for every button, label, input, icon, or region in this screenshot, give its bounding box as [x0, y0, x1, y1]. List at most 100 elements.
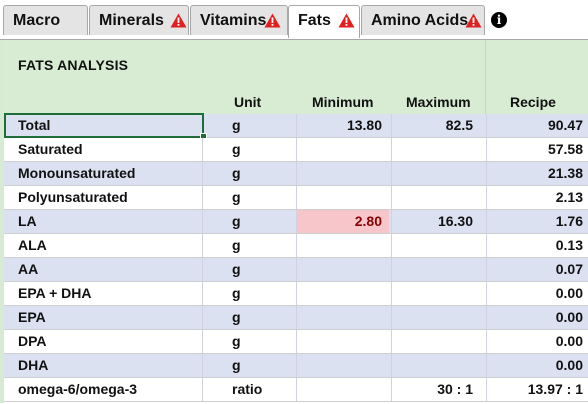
unit-cell-border — [202, 354, 296, 377]
unit-cell-border — [202, 258, 296, 281]
table-row: AA g 0.07 — [4, 258, 588, 282]
column-header-maximum: Maximum — [406, 94, 471, 110]
unit-cell[interactable]: g — [232, 165, 241, 181]
unit-cell[interactable]: g — [232, 261, 241, 277]
recipe-cell[interactable]: 13.97 : 1 — [486, 378, 583, 401]
recipe-cell[interactable]: 90.47 — [486, 114, 583, 137]
column-header-minimum: Minimum — [312, 94, 374, 110]
maximum-cell[interactable] — [391, 330, 486, 353]
recipe-cell[interactable]: 0.07 — [486, 258, 583, 281]
tab-amino-acids[interactable]: Amino Acids — [361, 5, 485, 35]
tab-label: Fats — [298, 12, 331, 29]
warning-icon — [465, 13, 482, 28]
recipe-cell[interactable]: 1.76 — [486, 210, 583, 233]
unit-cell-border — [202, 282, 296, 305]
nutrient-name-cell[interactable]: LA — [18, 213, 37, 229]
maximum-cell[interactable]: 30 : 1 — [391, 378, 486, 401]
tab-vitamins[interactable]: Vitamins — [190, 5, 288, 35]
maximum-cell[interactable] — [391, 306, 486, 329]
maximum-cell[interactable]: 16.30 — [391, 210, 486, 233]
table-row: ALA g 0.13 — [4, 234, 588, 258]
warning-icon — [338, 13, 355, 28]
tab-minerals[interactable]: Minerals — [89, 5, 189, 35]
unit-cell[interactable]: g — [232, 357, 241, 373]
unit-cell[interactable]: g — [232, 189, 241, 205]
unit-cell-border — [202, 306, 296, 329]
maximum-cell[interactable]: 82.5 — [391, 114, 486, 137]
nutrient-name-cell[interactable]: omega-6/omega-3 — [18, 381, 138, 397]
nutrient-name-cell[interactable]: ALA — [18, 237, 47, 253]
minimum-cell[interactable]: 2.80 — [296, 210, 389, 233]
nutrient-name-cell[interactable]: Total — [18, 117, 51, 133]
unit-cell[interactable]: g — [232, 333, 241, 349]
recipe-cell[interactable]: 0.00 — [486, 282, 583, 305]
fats-analysis-panel: FATS ANALYSIS Unit Minimum Maximum Recip… — [0, 39, 588, 404]
table-row: LA g 2.80 16.30 1.76 — [4, 210, 588, 234]
info-icon[interactable]: i — [491, 12, 507, 28]
nutrient-name-cell[interactable]: DPA — [18, 333, 47, 349]
minimum-cell[interactable] — [296, 258, 389, 281]
recipe-cell[interactable]: 0.00 — [486, 330, 583, 353]
tab-strip: Macro Minerals Vitamins Fats Amino Acids — [0, 0, 588, 40]
table-row: Total g 13.80 82.5 90.47 — [4, 113, 588, 140]
table-row: Monounsaturated g 21.38 — [4, 162, 588, 186]
table-row: Saturated g 57.58 — [4, 138, 588, 162]
maximum-cell[interactable] — [391, 138, 486, 161]
nutrient-name-cell[interactable]: AA — [18, 261, 39, 277]
maximum-cell[interactable] — [391, 258, 486, 281]
warning-icon — [264, 13, 281, 28]
nutrient-name-cell[interactable]: EPA — [18, 309, 46, 325]
nutrient-name-cell[interactable]: Polyunsaturated — [18, 189, 128, 205]
maximum-cell[interactable] — [391, 162, 486, 185]
minimum-cell[interactable] — [296, 354, 389, 377]
minimum-cell[interactable] — [296, 138, 389, 161]
unit-cell-border — [202, 378, 296, 401]
table-row: DHA g 0.00 — [4, 354, 588, 378]
column-header-recipe: Recipe — [510, 94, 556, 110]
recipe-cell[interactable]: 0.00 — [486, 306, 583, 329]
table-row: Polyunsaturated g 2.13 — [4, 186, 588, 210]
unit-cell-border — [202, 234, 296, 257]
column-divider — [485, 40, 486, 114]
column-header-unit: Unit — [234, 94, 262, 110]
nutrient-name-cell[interactable]: Monounsaturated — [18, 165, 136, 181]
unit-cell[interactable]: g — [232, 309, 241, 325]
unit-cell[interactable]: g — [232, 237, 241, 253]
unit-cell-border — [202, 210, 296, 233]
maximum-cell[interactable] — [391, 282, 486, 305]
recipe-cell[interactable]: 57.58 — [486, 138, 583, 161]
maximum-cell[interactable] — [391, 354, 486, 377]
recipe-cell[interactable]: 2.13 — [486, 186, 583, 209]
minimum-cell[interactable] — [296, 282, 389, 305]
tab-macro[interactable]: Macro — [3, 5, 88, 35]
unit-cell[interactable]: g — [232, 285, 241, 301]
minimum-cell[interactable] — [296, 186, 389, 209]
tab-label: Vitamins — [200, 12, 267, 29]
minimum-cell[interactable] — [296, 378, 389, 401]
minimum-cell[interactable] — [296, 306, 389, 329]
unit-cell[interactable]: ratio — [232, 381, 263, 397]
tab-fats[interactable]: Fats — [288, 5, 360, 38]
tab-label: Amino Acids — [371, 12, 469, 29]
nutrient-name-cell[interactable]: Saturated — [18, 141, 83, 157]
minimum-cell[interactable] — [296, 162, 389, 185]
unit-cell[interactable]: g — [232, 117, 241, 133]
nutrient-name-cell[interactable]: DHA — [18, 357, 49, 373]
table-header: FATS ANALYSIS Unit Minimum Maximum Recip… — [4, 40, 588, 114]
unit-cell-border — [202, 186, 296, 209]
minimum-cell[interactable]: 13.80 — [296, 114, 389, 137]
recipe-cell[interactable]: 21.38 — [486, 162, 583, 185]
tab-label: Minerals — [99, 12, 164, 29]
unit-cell[interactable]: g — [232, 213, 241, 229]
minimum-cell[interactable] — [296, 330, 389, 353]
minimum-cell[interactable] — [296, 234, 389, 257]
maximum-cell[interactable] — [391, 234, 486, 257]
nutrient-name-cell[interactable]: EPA + DHA — [18, 285, 92, 301]
table-row: EPA + DHA g 0.00 — [4, 282, 588, 306]
unit-cell[interactable]: g — [232, 141, 241, 157]
table-row: DPA g 0.00 — [4, 330, 588, 354]
recipe-cell[interactable]: 0.00 — [486, 354, 583, 377]
table-row: EPA g 0.00 — [4, 306, 588, 330]
maximum-cell[interactable] — [391, 186, 486, 209]
recipe-cell[interactable]: 0.13 — [486, 234, 583, 257]
